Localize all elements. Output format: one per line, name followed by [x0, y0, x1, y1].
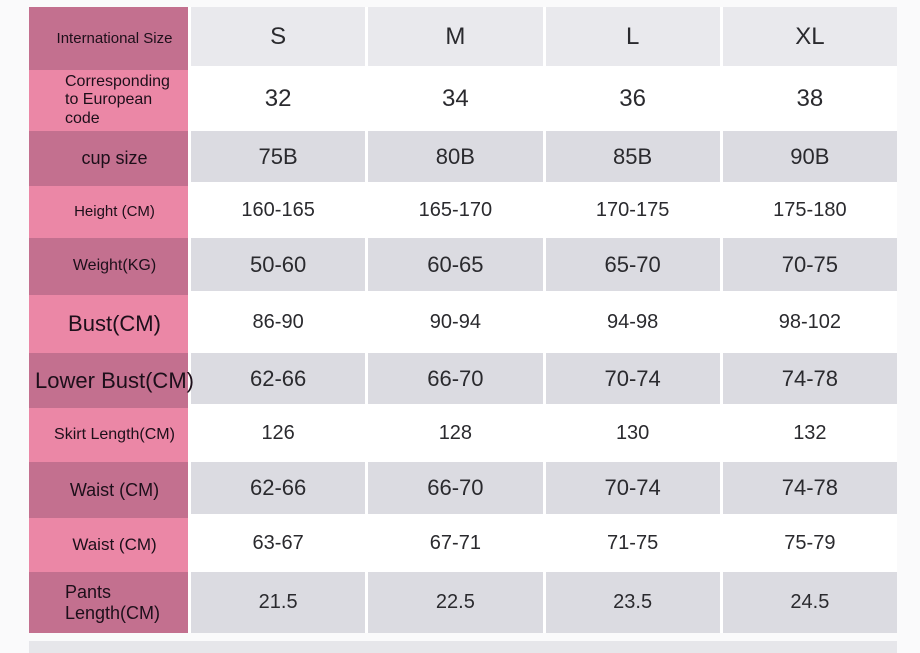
value-cell: 62-66	[188, 462, 366, 518]
value-cell: 23.5	[542, 572, 720, 633]
value-cell: 22.5	[365, 572, 543, 633]
row-label: Corresponding to European code	[29, 70, 188, 131]
value-cell: 75-79	[719, 518, 897, 572]
value-cell: 63-67	[188, 518, 366, 572]
table-row: Waist (CM) 63-67 67-71 71-75 75-79	[29, 518, 897, 572]
value-cell: 74-78	[719, 462, 897, 518]
value-cell: 85B	[542, 131, 720, 186]
value-cell: 80B	[365, 131, 543, 186]
value-cell: 38	[719, 70, 897, 131]
value-cell: 36	[542, 70, 720, 131]
column-header-cell: S	[188, 7, 366, 70]
table-row: Bust(CM) 86-90 90-94 94-98 98-102	[29, 295, 897, 353]
row-label: Pants Length(CM)	[29, 572, 188, 633]
table-row: Lower Bust(CM) 62-66 66-70 70-74 74-78	[29, 353, 897, 408]
value-cell: 24.5	[719, 572, 897, 633]
table-row: Pants Length(CM) 21.5 22.5 23.5 24.5	[29, 572, 897, 633]
row-label: Waist (CM)	[29, 518, 188, 572]
value-cell: 70-75	[719, 238, 897, 295]
table-row: Waist (CM) 62-66 66-70 70-74 74-78	[29, 462, 897, 518]
value-cell: 126	[188, 408, 366, 462]
value-cell: 34	[365, 70, 543, 131]
column-header-cell: XL	[719, 7, 897, 70]
value-cell: 70-74	[542, 462, 720, 518]
value-cell: 90B	[719, 131, 897, 186]
value-cell: 170-175	[542, 186, 720, 238]
value-cell: 62-66	[188, 353, 366, 408]
next-row-partial-strip	[29, 641, 897, 653]
row-label: Height (CM)	[29, 186, 188, 238]
value-cell: 98-102	[719, 295, 897, 353]
table-row: Skirt Length(CM) 126 128 130 132	[29, 408, 897, 462]
table-row: Corresponding to European code 32 34 36 38	[29, 70, 897, 131]
value-cell: 160-165	[188, 186, 366, 238]
value-cell: 50-60	[188, 238, 366, 295]
value-cell: 94-98	[542, 295, 720, 353]
value-cell: 75B	[188, 131, 366, 186]
table-row: Weight(KG) 50-60 60-65 65-70 70-75	[29, 238, 897, 295]
value-cell: 130	[542, 408, 720, 462]
row-label: Weight(KG)	[29, 238, 188, 295]
value-cell: 65-70	[542, 238, 720, 295]
value-cell: 60-65	[365, 238, 543, 295]
value-cell: 71-75	[542, 518, 720, 572]
value-cell: 165-170	[365, 186, 543, 238]
column-header-cell: M	[365, 7, 543, 70]
table-row: Height (CM) 160-165 165-170 170-175 175-180	[29, 186, 897, 238]
value-cell: 66-70	[365, 353, 543, 408]
row-label: Waist (CM)	[29, 462, 188, 518]
value-cell: 175-180	[719, 186, 897, 238]
row-label: Skirt Length(CM)	[29, 408, 188, 462]
value-cell: 132	[719, 408, 897, 462]
value-cell: 21.5	[188, 572, 366, 633]
value-cell: 128	[365, 408, 543, 462]
value-cell: 90-94	[365, 295, 543, 353]
value-cell: 66-70	[365, 462, 543, 518]
column-header-cell: L	[542, 7, 720, 70]
value-cell: 86-90	[188, 295, 366, 353]
value-cell: 74-78	[719, 353, 897, 408]
value-cell: 32	[188, 70, 366, 131]
value-cell: 67-71	[365, 518, 543, 572]
table-row: cup size 75B 80B 85B 90B	[29, 131, 897, 186]
row-label: Bust(CM)	[29, 295, 188, 353]
row-label: International Size	[29, 7, 188, 70]
value-cell: 70-74	[542, 353, 720, 408]
size-chart-table: International Size S M L XL Corresponding to …	[29, 7, 897, 633]
header-row: International Size S M L XL	[29, 7, 897, 70]
row-label: cup size	[29, 131, 188, 186]
row-label: Lower Bust(CM)	[29, 353, 194, 408]
